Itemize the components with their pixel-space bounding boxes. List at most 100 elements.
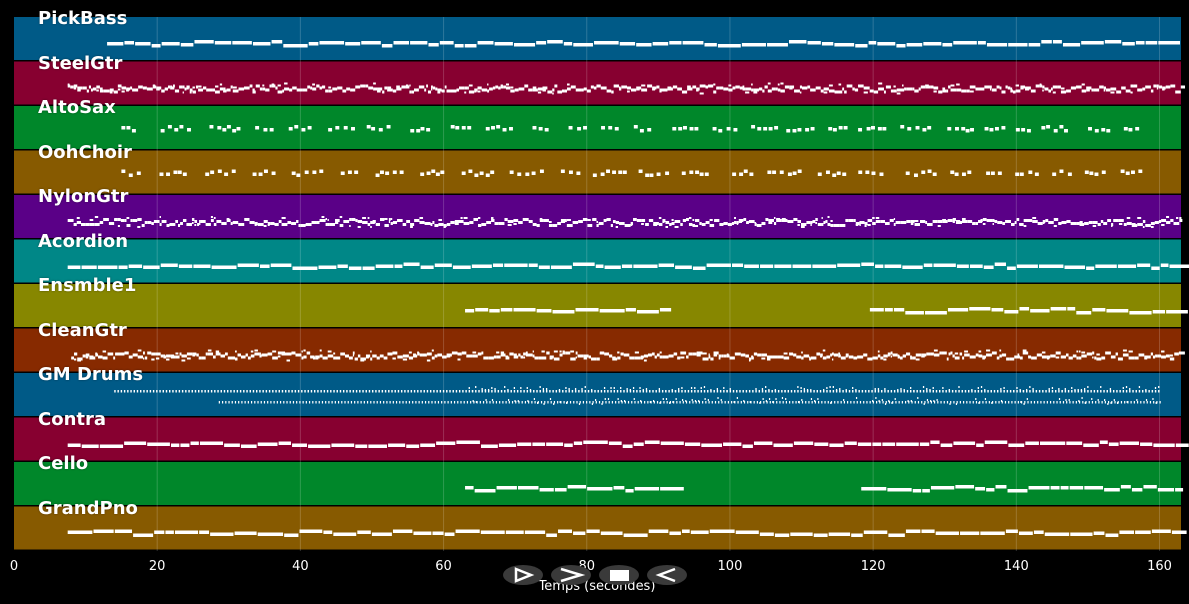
note — [1046, 125, 1051, 129]
note — [826, 355, 831, 359]
note — [717, 44, 741, 48]
note — [475, 308, 489, 312]
note — [343, 220, 350, 223]
note — [648, 219, 654, 222]
note — [890, 355, 892, 358]
note — [277, 351, 282, 355]
note — [691, 399, 693, 401]
note — [1076, 222, 1080, 225]
note — [397, 355, 403, 359]
note — [490, 170, 495, 174]
play-outline-button[interactable] — [503, 565, 543, 585]
note — [349, 218, 352, 221]
note — [348, 356, 353, 360]
back-button[interactable] — [647, 565, 687, 585]
note — [966, 401, 968, 404]
note — [978, 350, 982, 353]
note — [975, 222, 979, 225]
note — [333, 352, 336, 355]
note — [761, 353, 767, 357]
note — [226, 218, 230, 220]
note — [186, 357, 191, 360]
note — [890, 390, 893, 393]
note — [872, 442, 882, 446]
note — [247, 356, 251, 360]
note — [1145, 41, 1158, 45]
note — [910, 355, 912, 358]
track-name-label: NylonGtr — [38, 186, 129, 207]
note — [659, 402, 661, 404]
note — [489, 87, 493, 91]
note — [699, 222, 702, 225]
note — [137, 349, 142, 352]
note — [1122, 387, 1124, 389]
note — [613, 486, 625, 490]
note — [729, 390, 732, 393]
note — [713, 90, 717, 94]
note — [525, 351, 528, 354]
note — [461, 126, 466, 130]
note — [783, 352, 788, 355]
note — [170, 355, 176, 359]
note — [117, 84, 122, 88]
note — [81, 265, 97, 269]
note — [152, 84, 156, 87]
note — [955, 221, 963, 224]
note — [753, 441, 773, 445]
note — [839, 388, 841, 390]
note — [597, 390, 599, 393]
note — [910, 400, 912, 402]
note — [464, 86, 468, 90]
note — [384, 86, 388, 90]
note — [387, 352, 393, 356]
note — [1178, 351, 1185, 355]
note — [890, 89, 893, 92]
note — [660, 487, 684, 491]
note — [130, 219, 133, 222]
note — [845, 355, 848, 358]
note — [281, 223, 288, 226]
note — [984, 389, 986, 391]
note — [495, 401, 498, 404]
note — [976, 443, 984, 447]
note — [736, 390, 738, 393]
note — [673, 401, 675, 404]
note — [1020, 401, 1023, 404]
note — [872, 217, 875, 219]
note — [716, 390, 719, 393]
note — [1016, 387, 1018, 389]
note — [198, 88, 203, 92]
note — [1023, 403, 1025, 405]
note — [238, 223, 245, 226]
note — [453, 401, 456, 404]
note — [574, 390, 577, 393]
note — [724, 401, 726, 404]
stop-button[interactable] — [599, 565, 639, 585]
note — [142, 357, 145, 360]
note — [210, 170, 215, 174]
note — [980, 531, 1005, 535]
note — [633, 398, 635, 400]
note — [107, 42, 124, 46]
note — [905, 529, 921, 533]
forward-button[interactable] — [551, 565, 591, 585]
note — [558, 390, 561, 393]
note — [205, 352, 208, 356]
note — [645, 388, 648, 390]
track-background — [14, 284, 1181, 327]
note — [823, 221, 826, 224]
note — [838, 126, 843, 130]
note — [592, 219, 596, 221]
note — [689, 127, 694, 131]
track-background — [14, 328, 1181, 372]
note — [221, 401, 224, 404]
note — [360, 357, 366, 361]
note — [1059, 169, 1064, 173]
note — [893, 390, 896, 393]
note — [910, 220, 915, 223]
note — [468, 90, 475, 94]
note — [956, 83, 960, 86]
note — [233, 390, 235, 393]
note — [510, 89, 515, 93]
note — [971, 389, 973, 391]
